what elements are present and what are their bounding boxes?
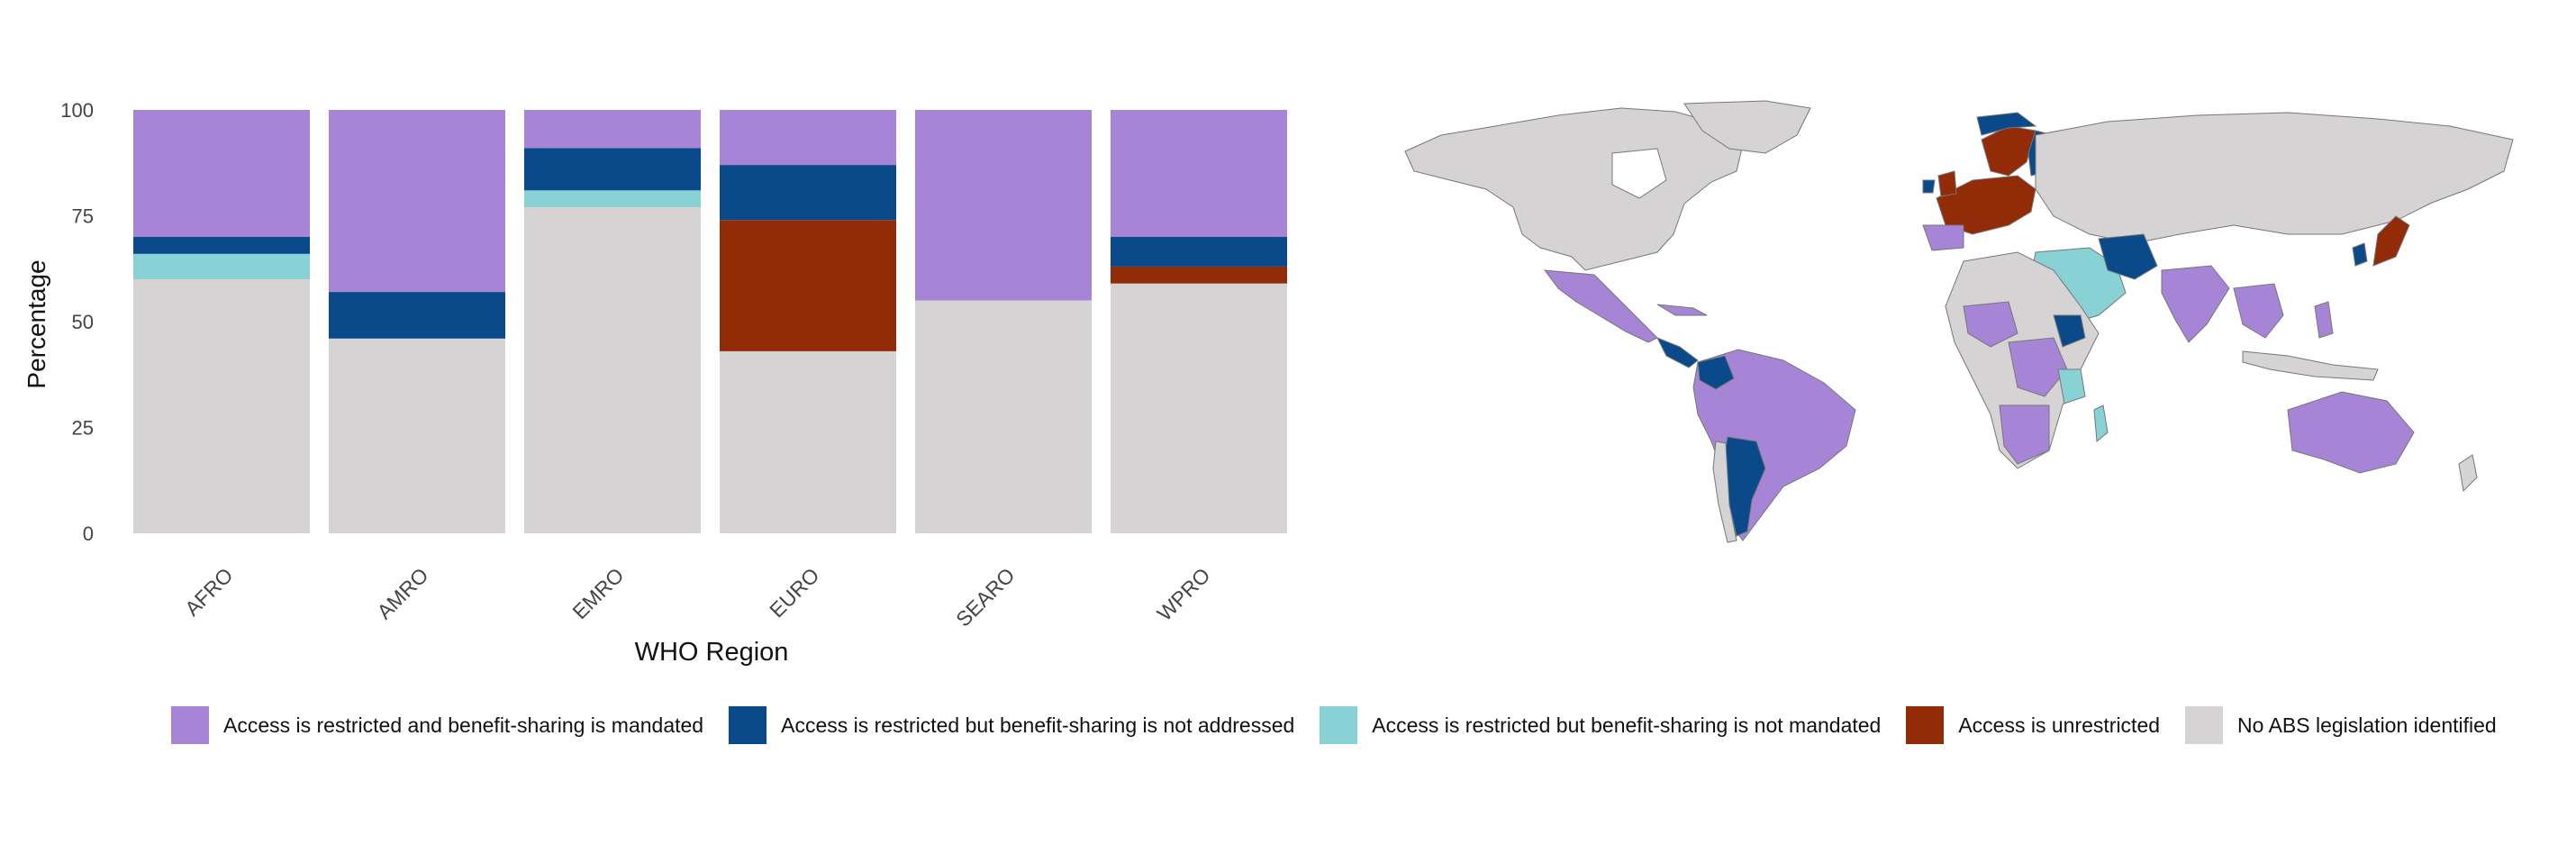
world-map <box>1404 100 2514 543</box>
legend-item-not-addressed: Access is restricted but benefit-sharing… <box>729 706 1294 744</box>
legend-label: Access is restricted and benefit-sharing… <box>223 713 704 737</box>
y-axis: 0 25 50 75 100 <box>60 99 94 545</box>
map-ireland <box>1922 179 1936 194</box>
y-tick-label: 100 <box>60 99 94 122</box>
map-greenland <box>1683 100 1811 154</box>
bar-segment <box>1111 110 1287 237</box>
legend-label: Access is restricted but benefit-sharing… <box>1372 713 1882 737</box>
bar-segment <box>133 279 310 533</box>
legend-swatch <box>729 706 767 744</box>
bar-segment <box>524 148 701 191</box>
bar-segment <box>133 237 310 254</box>
bar-segment <box>1111 283 1287 533</box>
bar-segment <box>720 165 896 221</box>
legend-item-no-legislation: No ABS legislation identified <box>2185 706 2497 744</box>
bar-segment <box>133 110 310 237</box>
map-scandinavia <box>1981 125 2036 177</box>
map-iberia <box>1922 224 1964 251</box>
bar-segment <box>329 338 505 533</box>
bar-segment <box>329 292 505 339</box>
x-tick-label: EMRO <box>567 563 628 623</box>
legend-label: Access is unrestricted <box>1958 713 2161 737</box>
legend-item-unrestricted: Access is unrestricted <box>1906 706 2160 744</box>
map-australia <box>2287 391 2415 474</box>
bar-segment <box>720 220 896 351</box>
x-axis-label: WHO Region <box>635 638 789 667</box>
bars <box>133 110 1287 533</box>
map-north-america <box>1404 107 1744 271</box>
legend-label: No ABS legislation identified <box>2237 713 2497 737</box>
legend-swatch <box>1320 706 1358 744</box>
map-tanzania <box>2057 368 2086 404</box>
bar-segment <box>524 207 701 533</box>
legend: Access is restricted and benefit-sharing… <box>171 706 2522 744</box>
map-southeast-asia <box>2233 283 2284 339</box>
map-uk <box>1937 170 1957 197</box>
x-tick-label: WPRO <box>1153 563 1215 625</box>
map-southern-africa <box>1999 404 2050 465</box>
bar-segment <box>720 350 896 533</box>
map-madagascar <box>2093 404 2109 442</box>
bar-segment <box>915 300 1092 533</box>
bar-segment <box>133 253 310 279</box>
bar-segment <box>915 110 1092 301</box>
map-africa-west <box>1963 301 2018 348</box>
x-tick-label: EURO <box>765 563 823 622</box>
map-new-zealand <box>2458 454 2478 493</box>
legend-swatch <box>1906 706 1945 744</box>
legend-swatch <box>171 706 209 744</box>
map-africa-central <box>2008 337 2068 397</box>
bar-segment <box>329 110 505 293</box>
map-russia-asia <box>2035 112 2514 244</box>
bar-segment <box>524 190 701 208</box>
bar-segment <box>720 110 896 166</box>
y-tick-label: 0 <box>83 522 94 545</box>
y-tick-label: 25 <box>72 417 94 440</box>
y-axis-label: Percentage <box>23 259 50 388</box>
map-ethiopia <box>2053 314 2086 348</box>
map-japan <box>2372 215 2410 267</box>
map-hudson-bay <box>1611 148 1667 199</box>
map-mexico <box>1543 269 1658 343</box>
bar-segment <box>1111 237 1287 267</box>
x-axis: AFRO AMRO EMRO EURO SEARO WPRO <box>180 563 1215 631</box>
map-chile <box>1712 441 1737 543</box>
legend-label: Access is restricted but benefit-sharing… <box>781 713 1295 737</box>
y-tick-label: 50 <box>72 311 94 333</box>
bar-segment <box>524 110 701 149</box>
x-tick-label: SEARO <box>951 563 1019 631</box>
map-central-america <box>1655 337 1699 368</box>
x-tick-label: AMRO <box>372 563 432 623</box>
stacked-bar-chart: 0 25 50 75 100 AFRO AMRO EMRO EURO SEARO WPRO Per… <box>23 99 1287 667</box>
map-korea <box>2352 242 2368 267</box>
map-india <box>2161 265 2230 343</box>
x-tick-label: AFRO <box>180 563 238 621</box>
map-iran <box>2098 233 2158 280</box>
map-philippines <box>2314 301 2334 339</box>
map-cuba <box>1656 304 1708 316</box>
legend-item-not-mandated: Access is restricted but benefit-sharing… <box>1320 706 1881 744</box>
legend-swatch <box>2185 706 2224 744</box>
map-colombia <box>1697 355 1735 390</box>
map-indonesia <box>2242 350 2379 381</box>
legend-item-mandated: Access is restricted and benefit-sharing… <box>171 706 703 744</box>
bar-segment <box>1111 266 1287 284</box>
map-norway-north <box>1976 112 2037 136</box>
y-tick-label: 75 <box>72 205 94 228</box>
